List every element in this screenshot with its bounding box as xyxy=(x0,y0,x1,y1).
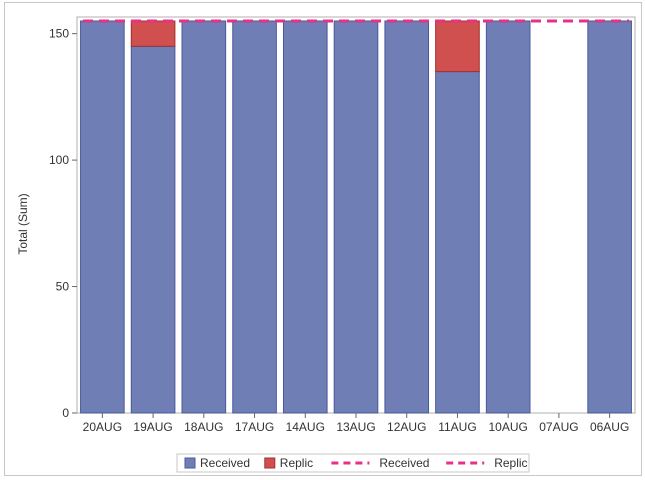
legend-swatch-received xyxy=(184,457,196,469)
x-tick-label: 07AUG xyxy=(539,420,578,434)
bar-received-11aug xyxy=(435,71,480,414)
bar-received-19aug xyxy=(130,45,176,414)
bar-replic-11aug xyxy=(435,20,480,73)
x-tick-label: 11AUG xyxy=(438,420,476,434)
y-tick-label: 150 xyxy=(49,27,69,41)
bar-replic-19aug xyxy=(130,20,176,47)
legend-label-received-line: Received xyxy=(379,456,429,470)
chart-frame: Total (Sum) 0 50 100 150 20AUG 19AUG 18AUG 17AU… xyxy=(4,2,642,476)
bar-received-14aug xyxy=(282,20,328,414)
x-tick-label: 20AUG xyxy=(83,420,122,434)
legend-label-received: Received xyxy=(200,456,250,470)
legend-label-replic-line: Replic xyxy=(494,456,527,470)
y-tick-label: 0 xyxy=(62,406,69,420)
x-tick-label: 19AUG xyxy=(133,420,172,434)
bar-received-12aug xyxy=(384,20,430,414)
bar-received-18aug xyxy=(181,20,227,414)
bar-received-10aug xyxy=(485,20,531,414)
x-tick-label: 14AUG xyxy=(286,420,325,434)
y-tick-label: 100 xyxy=(49,153,69,167)
y-tick-label: 50 xyxy=(56,280,70,294)
x-tick-label: 12AUG xyxy=(387,420,426,434)
bar-chart: Total (Sum) 0 50 100 150 20AUG 19AUG 18AUG 17AU… xyxy=(16,16,636,473)
x-tick-label: 10AUG xyxy=(489,420,528,434)
legend: Received Replic Received Replic xyxy=(176,453,530,473)
y-axis-label: Total (Sum) xyxy=(16,193,30,254)
x-tick-label: 17AUG xyxy=(235,420,274,434)
x-tick-label: 06AUG xyxy=(590,420,629,434)
x-tick-label: 13AUG xyxy=(336,420,375,434)
legend-label-replic: Replic xyxy=(280,456,313,470)
legend-swatch-replic xyxy=(264,457,276,469)
bar-received-06aug xyxy=(587,20,632,414)
bar-received-17aug xyxy=(232,20,277,414)
bar-received-13aug xyxy=(333,20,379,414)
bar-received-20aug xyxy=(80,20,125,414)
x-tick-label: 18AUG xyxy=(184,420,223,434)
